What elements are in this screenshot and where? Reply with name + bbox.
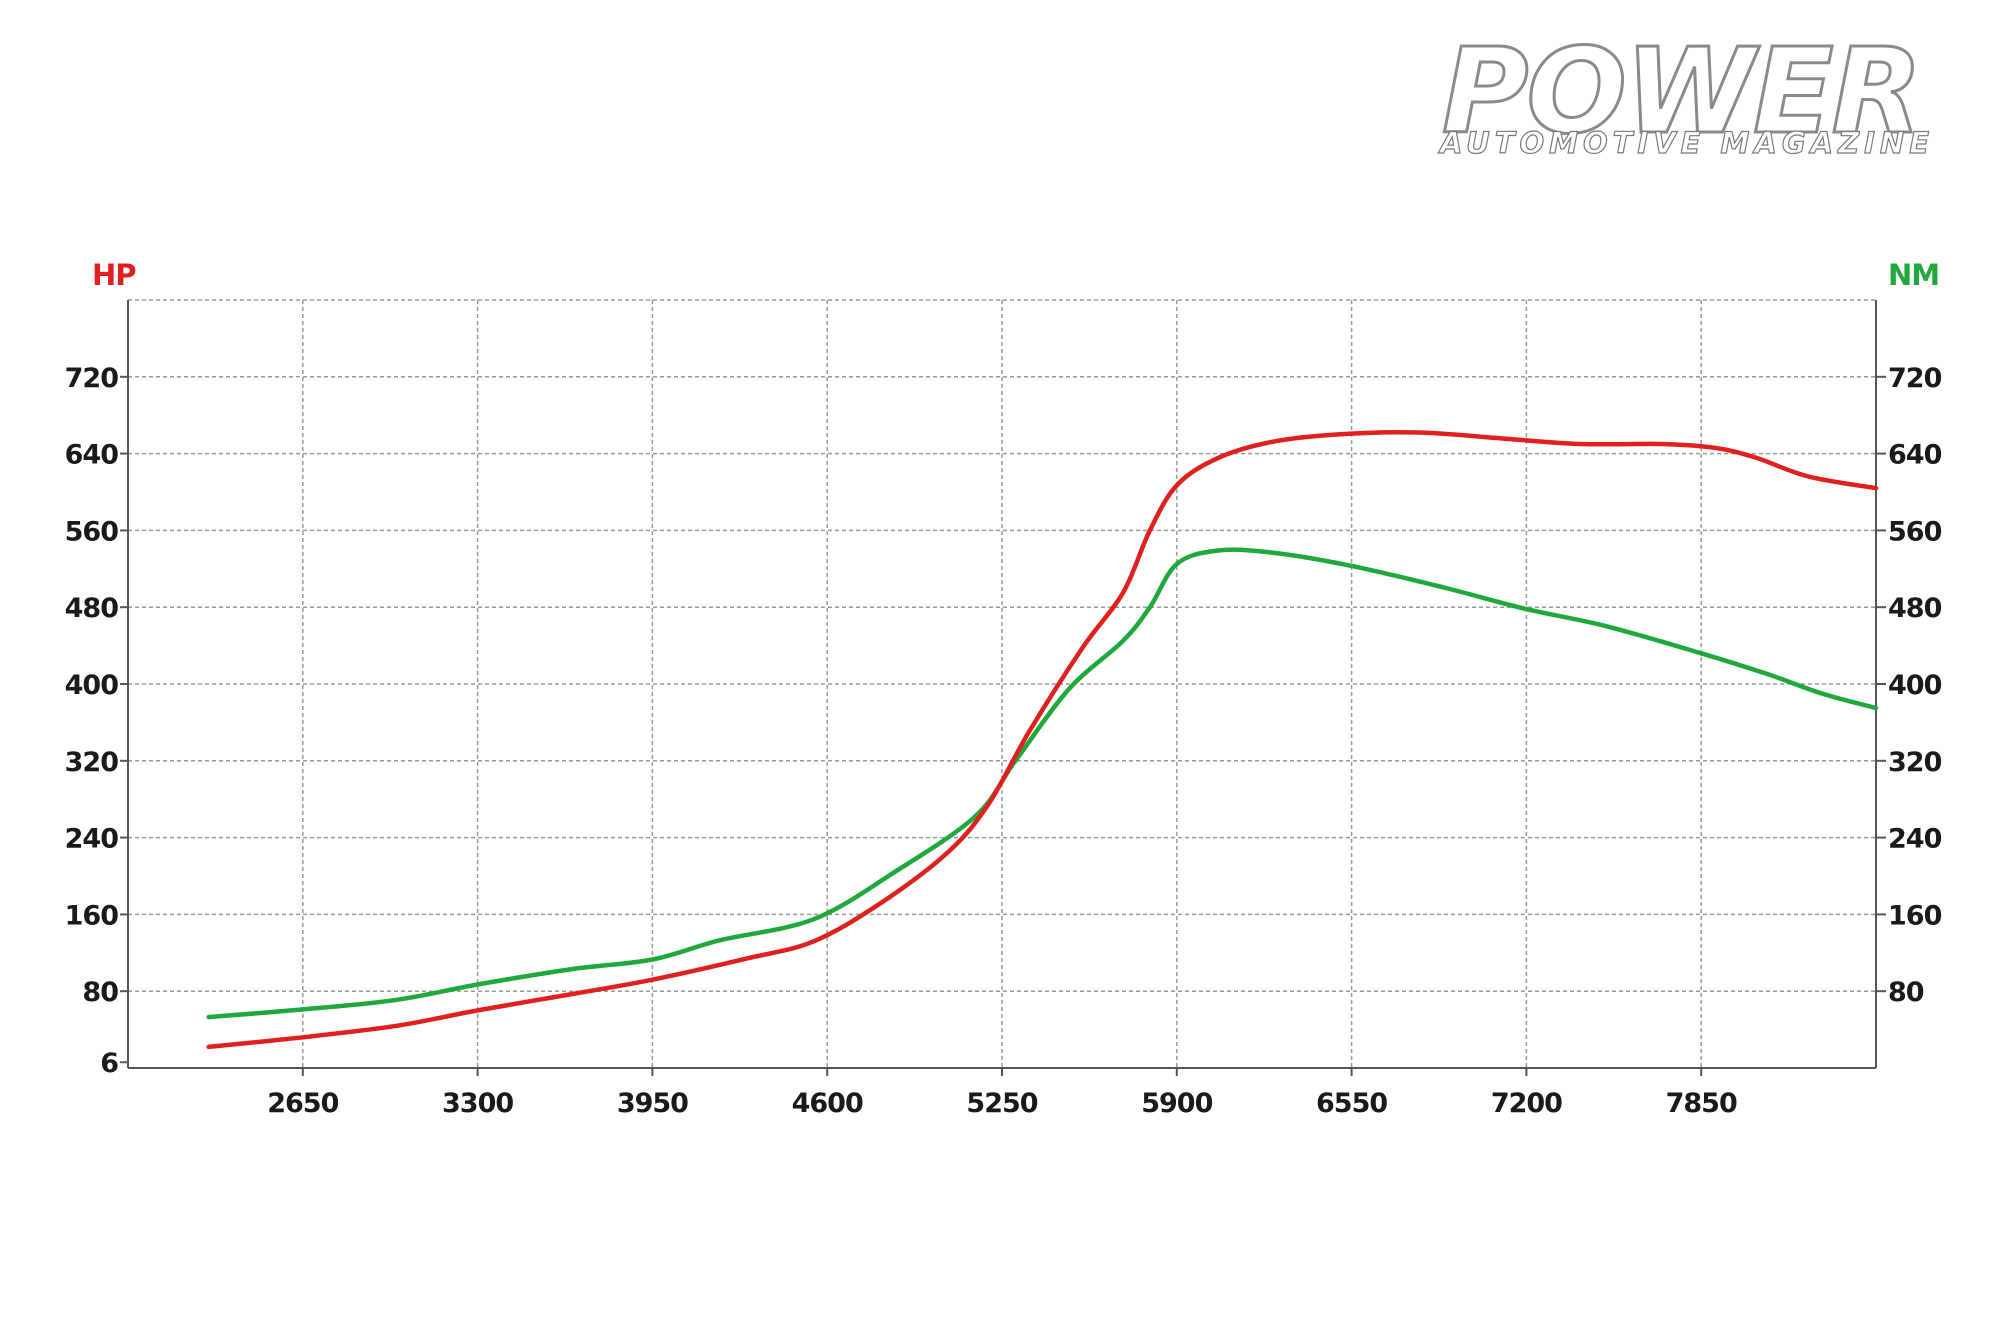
right-tick-label: 560	[1888, 516, 1942, 547]
grid	[128, 299, 1876, 1068]
right-axis-label: NM	[1888, 258, 1939, 292]
left-tick-label: 560	[65, 516, 119, 547]
hp-curve	[206, 430, 1879, 1050]
right-tick-label: 320	[1888, 747, 1942, 778]
right-tick-label: 640	[1888, 440, 1942, 471]
right-tick-label: 160	[1888, 900, 1942, 931]
left-tick-label: 320	[65, 747, 119, 778]
x-tick-label: 7200	[1491, 1088, 1562, 1119]
logo-main-text: POWER	[1442, 22, 1920, 160]
x-tick-label: 5250	[966, 1088, 1037, 1119]
series	[206, 430, 1879, 1050]
right-tick-label: 720	[1888, 363, 1942, 394]
x-tick-label: 3950	[617, 1088, 688, 1119]
x-tick-labels: 2650 3300 3950 4600 5250 5900 6550 7200 7850	[267, 1068, 1738, 1119]
x-tick-label: 7850	[1666, 1088, 1737, 1119]
left-tick-label: 480	[65, 593, 119, 624]
logo-sub-text: AUTOMOTIVE MAGAZINE	[1438, 126, 1934, 160]
right-tick-label: 80	[1888, 977, 1924, 1008]
x-tick-label: 3300	[442, 1088, 513, 1119]
right-tick-label: 240	[1888, 824, 1942, 855]
x-tick-label: 5900	[1141, 1088, 1212, 1119]
left-tick-label: 160	[65, 900, 119, 931]
left-tick-label: 6	[100, 1048, 118, 1079]
nm-curve	[206, 547, 1879, 1020]
x-tick-label: 2650	[267, 1088, 338, 1119]
left-tick-labels: 6 80 160 240 320 400 480 560 640 720	[65, 363, 128, 1079]
x-tick-label: 6550	[1316, 1088, 1387, 1119]
left-tick-label: 80	[82, 977, 118, 1008]
left-axis-label: HP	[92, 258, 136, 292]
right-tick-label: 400	[1888, 670, 1942, 701]
left-tick-label: 720	[65, 363, 119, 394]
right-tick-label: 480	[1888, 593, 1942, 624]
x-tick-label: 4600	[792, 1088, 863, 1119]
left-tick-label: 640	[65, 440, 119, 471]
right-tick-labels: 80 160 240 320 400 480 560 640 720	[1876, 363, 1943, 1008]
left-tick-label: 400	[65, 670, 119, 701]
power-logo: POWER AUTOMOTIVE MAGAZINE	[1437, 21, 1934, 162]
left-tick-label: 240	[65, 824, 119, 855]
